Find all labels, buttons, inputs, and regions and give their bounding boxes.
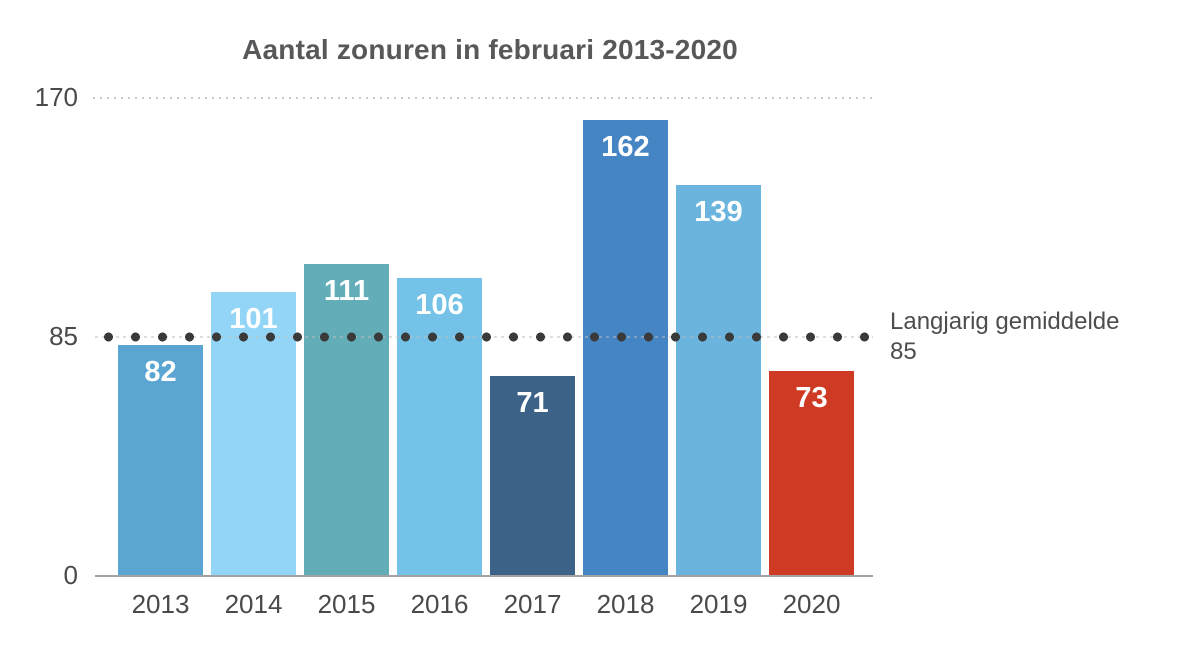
average-line-annotation: Langjarig gemiddelde 85 xyxy=(890,307,1170,367)
x-axis-tick-label: 2018 xyxy=(596,589,655,619)
x-axis-tick-label: 2014 xyxy=(224,589,283,619)
y-axis-tick-label: 0 xyxy=(63,559,78,590)
x-axis-tick-label: 2015 xyxy=(317,589,376,619)
bar-value-label: 162 xyxy=(601,131,650,163)
bar-value-label: 82 xyxy=(144,356,177,388)
x-axis-tick-label: 2016 xyxy=(410,589,469,619)
bar-value-label: 71 xyxy=(516,387,549,419)
x-axis-line xyxy=(95,575,873,577)
bar-2020: 73 xyxy=(769,371,854,576)
bar-2015: 111 xyxy=(304,264,389,576)
bar-value-label: 139 xyxy=(694,196,743,228)
bar-2016: 106 xyxy=(397,278,482,576)
chart-title: Aantal zonuren in februari 2013-2020 xyxy=(242,34,738,65)
average-line-label: Langjarig gemiddelde xyxy=(890,308,1120,335)
bar-2017: 71 xyxy=(490,376,575,576)
bar-2018: 162 xyxy=(583,120,668,576)
x-axis-tick-label: 2013 xyxy=(131,589,190,619)
bar-value-label: 101 xyxy=(229,303,278,335)
x-axis-tick-label: 2020 xyxy=(782,589,841,619)
bar-value-label: 73 xyxy=(795,382,828,414)
y-axis-tick-label: 85 xyxy=(49,320,78,351)
bar-2013: 82 xyxy=(118,345,203,576)
average-line-dots xyxy=(95,332,873,342)
average-dotted-line xyxy=(95,332,873,342)
bar-2019: 139 xyxy=(676,185,761,576)
average-line-value: 85 xyxy=(890,338,917,365)
y-axis-tick-label: 170 xyxy=(34,81,78,112)
top-gridline xyxy=(93,97,872,99)
bar-value-label: 111 xyxy=(323,275,370,307)
x-axis-tick-label: 2017 xyxy=(503,589,562,619)
bar-value-label: 106 xyxy=(415,289,464,321)
x-axis-tick-label: 2019 xyxy=(689,589,748,619)
